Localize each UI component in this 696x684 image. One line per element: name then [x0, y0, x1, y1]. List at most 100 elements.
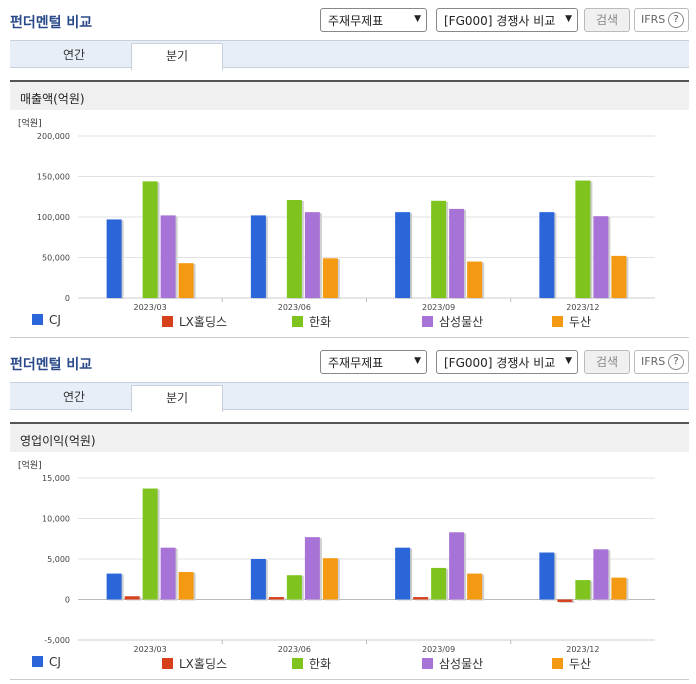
bar-2023-12-s4: [611, 577, 627, 600]
question-icon: ?: [668, 12, 684, 28]
legend-label: 두산: [569, 315, 592, 329]
ifrs-help-button[interactable]: IFRS ?: [634, 8, 689, 32]
bar-2023-06-s0: [250, 559, 266, 600]
tab-quarterly[interactable]: 분기: [131, 43, 223, 70]
divider: [10, 679, 689, 680]
revenue-chart: [억원] 0 50,000 100,000 150,000 200,000 2023/03 2…: [18, 117, 655, 312]
bar-2023-06-s4: [322, 258, 338, 298]
bar-2023-12-s2: [575, 580, 591, 600]
legend-item[interactable]: CJ: [32, 313, 61, 333]
legend-label: 삼성물산: [439, 657, 484, 671]
chevron-down-icon: ▼: [565, 356, 572, 366]
tab-quarterly[interactable]: 분기: [131, 385, 223, 412]
y-tick-label: 0: [65, 596, 70, 605]
bar-2023-06-s3: [304, 537, 320, 600]
y-tick-label: 5,000: [47, 555, 70, 564]
bar-2023-09-s0: [395, 212, 411, 298]
bar-2023-03-s0: [106, 219, 122, 298]
question-icon: ?: [668, 354, 684, 370]
bar-2023-06-s1: [268, 597, 284, 600]
tab-annual[interactable]: 연간: [62, 390, 86, 404]
statement-type-select[interactable]: 주재무제표 ▼: [320, 8, 427, 32]
bar-2023-12-s0: [539, 552, 555, 600]
legend-item[interactable]: LX홀딩스: [162, 655, 227, 675]
x-tick-label: 2023/03: [134, 303, 167, 312]
fundamental-panel-revenue: 펀더멘털 비교 주재무제표 ▼ [FG000] 경쟁사 비교 ▼ 검색 IFRS…: [0, 0, 696, 338]
unit-label: [억원]: [18, 459, 42, 471]
legend-swatch: [552, 658, 563, 669]
bar-2023-03-s4: [178, 571, 194, 600]
x-tick-label: 2023/12: [566, 303, 599, 312]
divider: [10, 337, 689, 338]
y-tick-label: 50,000: [42, 254, 70, 263]
bar-2023-09-s4: [467, 573, 483, 600]
x-tick-label: 2023/06: [278, 645, 311, 654]
bar-2023-03-s3: [160, 547, 176, 600]
bar-2023-03-s4: [178, 263, 194, 298]
legend-swatch: [552, 316, 563, 327]
peer-group-select[interactable]: [FG000] 경쟁사 비교 ▼: [436, 350, 578, 374]
ifrs-label: IFRS: [641, 13, 666, 26]
y-tick-label: 200,000: [37, 132, 70, 141]
search-button[interactable]: 검색: [584, 350, 630, 374]
legend-item[interactable]: LX홀딩스: [162, 313, 227, 333]
ifrs-help-button[interactable]: IFRS ?: [634, 350, 689, 374]
bar-2023-06-s2: [286, 575, 302, 600]
legend-swatch: [422, 658, 433, 669]
bar-2023-03-s2: [142, 181, 158, 298]
x-tick-label: 2023/12: [566, 645, 599, 654]
chevron-down-icon: ▼: [565, 14, 572, 24]
legend-item[interactable]: 두산: [552, 313, 591, 333]
legend-label: 한화: [309, 657, 332, 671]
bar-2023-12-s3: [593, 549, 609, 600]
period-tabs: 연간 분기: [10, 40, 689, 70]
section-title: 영업이익(억원): [10, 422, 689, 452]
statement-type-select[interactable]: 주재무제표 ▼: [320, 350, 427, 374]
y-tick-label: 10,000: [42, 515, 70, 524]
x-tick-label: 2023/09: [422, 303, 455, 312]
legend-item[interactable]: 삼성물산: [422, 655, 483, 675]
legend-label: LX홀딩스: [179, 657, 228, 671]
bar-2023-12-s2: [575, 180, 591, 298]
legend-item[interactable]: 한화: [292, 655, 331, 675]
legend-swatch: [292, 658, 303, 669]
peer-group-value: [FG000] 경쟁사 비교: [444, 356, 556, 370]
statement-type-value: 주재무제표: [328, 356, 384, 370]
bar-2023-09-s1: [413, 597, 429, 600]
x-tick-label: 2023/03: [134, 645, 167, 654]
y-tick-label: -5,000: [44, 636, 70, 645]
bar-2023-06-s4: [322, 558, 338, 600]
panel-title: 펀더멘털 비교: [10, 357, 93, 373]
y-tick-label: 0: [65, 294, 70, 303]
legend-label: LX홀딩스: [179, 315, 228, 329]
bar-2023-09-s2: [431, 200, 447, 298]
legend-swatch: [32, 656, 43, 667]
unit-label: [억원]: [18, 117, 42, 129]
bar-2023-03-s2: [142, 488, 158, 600]
peer-group-select[interactable]: [FG000] 경쟁사 비교 ▼: [436, 8, 578, 32]
legend-swatch: [292, 316, 303, 327]
legend-item[interactable]: 두산: [552, 655, 591, 675]
legend-item[interactable]: 삼성물산: [422, 313, 483, 333]
panel-title: 펀더멘털 비교: [10, 15, 93, 31]
chart-legend: CJ LX홀딩스 한화 삼성물산 두산: [10, 655, 689, 675]
legend-item[interactable]: CJ: [32, 655, 61, 675]
tab-annual[interactable]: 연간: [62, 48, 86, 62]
bar-2023-12-s0: [539, 212, 555, 298]
chevron-down-icon: ▼: [414, 356, 421, 366]
statement-type-value: 주재무제표: [328, 14, 384, 28]
operating-income-chart: [억원] -5,000 0 5,000 10,000 15,000 2023/03 2023/…: [18, 459, 655, 654]
section-title: 매출액(억원): [10, 80, 689, 110]
search-button[interactable]: 검색: [584, 8, 630, 32]
legend-item[interactable]: 한화: [292, 313, 331, 333]
legend-swatch: [162, 658, 173, 669]
legend-swatch: [32, 314, 43, 325]
legend-swatch: [422, 316, 433, 327]
ifrs-label: IFRS: [641, 355, 666, 368]
legend-label: 두산: [569, 657, 592, 671]
panel-header: 펀더멘털 비교 주재무제표 ▼ [FG000] 경쟁사 비교 ▼ 검색 IFRS…: [0, 342, 696, 378]
bar-2023-09-s0: [395, 547, 411, 600]
bar-2023-06-s3: [304, 212, 320, 298]
bar-2023-12-s4: [611, 255, 627, 298]
bar-2023-12-s1: [557, 599, 573, 602]
